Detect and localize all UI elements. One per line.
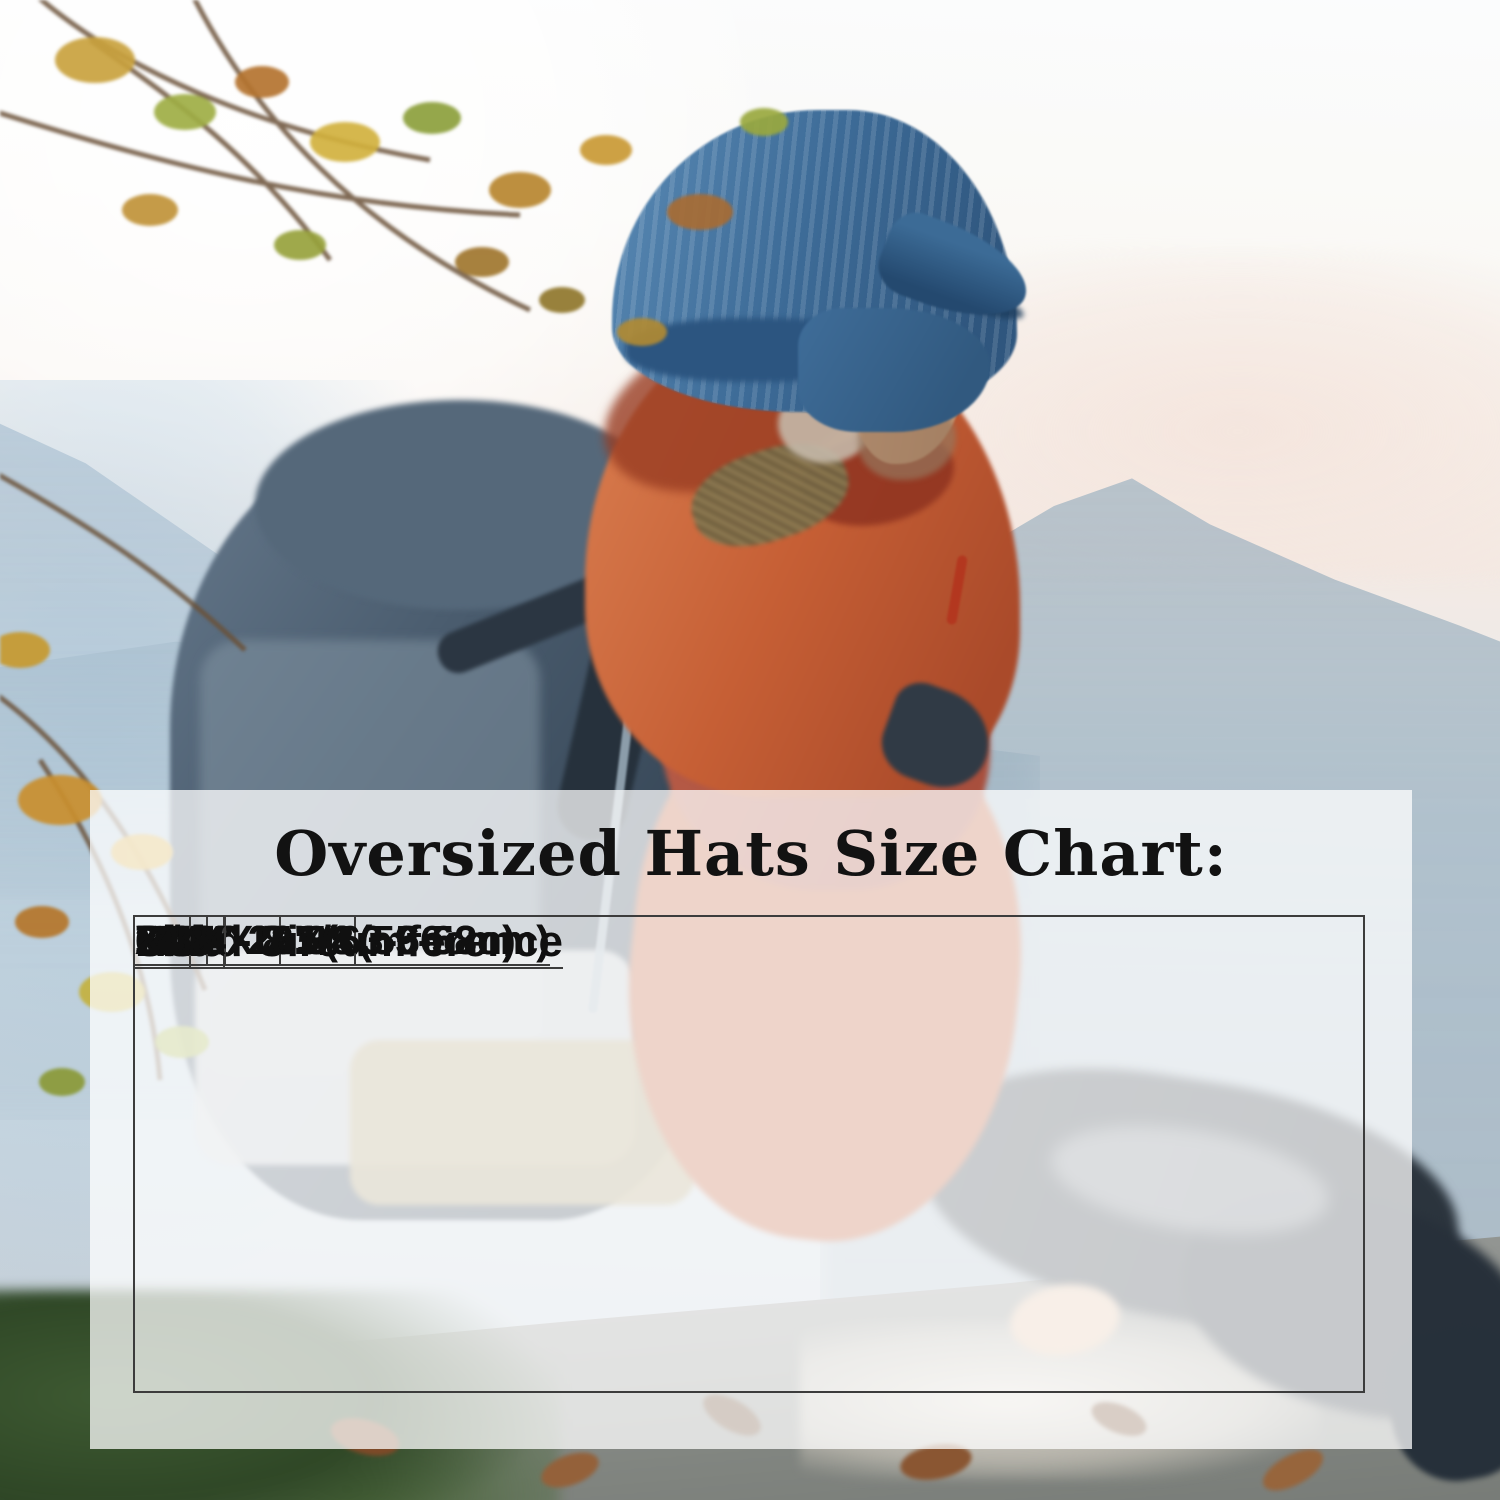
cell-fit-row2: 7 1/4 - 7 5/8: [135, 917, 356, 966]
cell-fit-row1: 6 3/4 - 7 1/8: [135, 917, 356, 966]
cell-fit-row3: 7 3/4 - 8 1/4: [135, 917, 356, 964]
cell-head-row3: 24.8"-26" (63-66cm): [135, 917, 516, 963]
cell-head-row2: 23.2"-24.4" (59-62cm): [135, 917, 550, 966]
size-chart-title: Oversized Hats Size Chart:: [274, 817, 1228, 890]
beanie-ear-flap: [798, 308, 990, 432]
cell-size-row2: L/XL: [135, 917, 226, 966]
autumn-branches: [0, 0, 788, 1096]
cell-size-row3: XL/XXL: [135, 917, 281, 964]
size-chart-table: Size Fit Head Circumference M/L 6 3/4 - …: [133, 915, 1365, 1393]
cell-size-row1: M/L: [135, 917, 208, 966]
size-chart-panel: Oversized Hats Size Chart: Size Fit Head…: [90, 790, 1412, 1449]
column-header-fit: Fit: [135, 917, 191, 969]
